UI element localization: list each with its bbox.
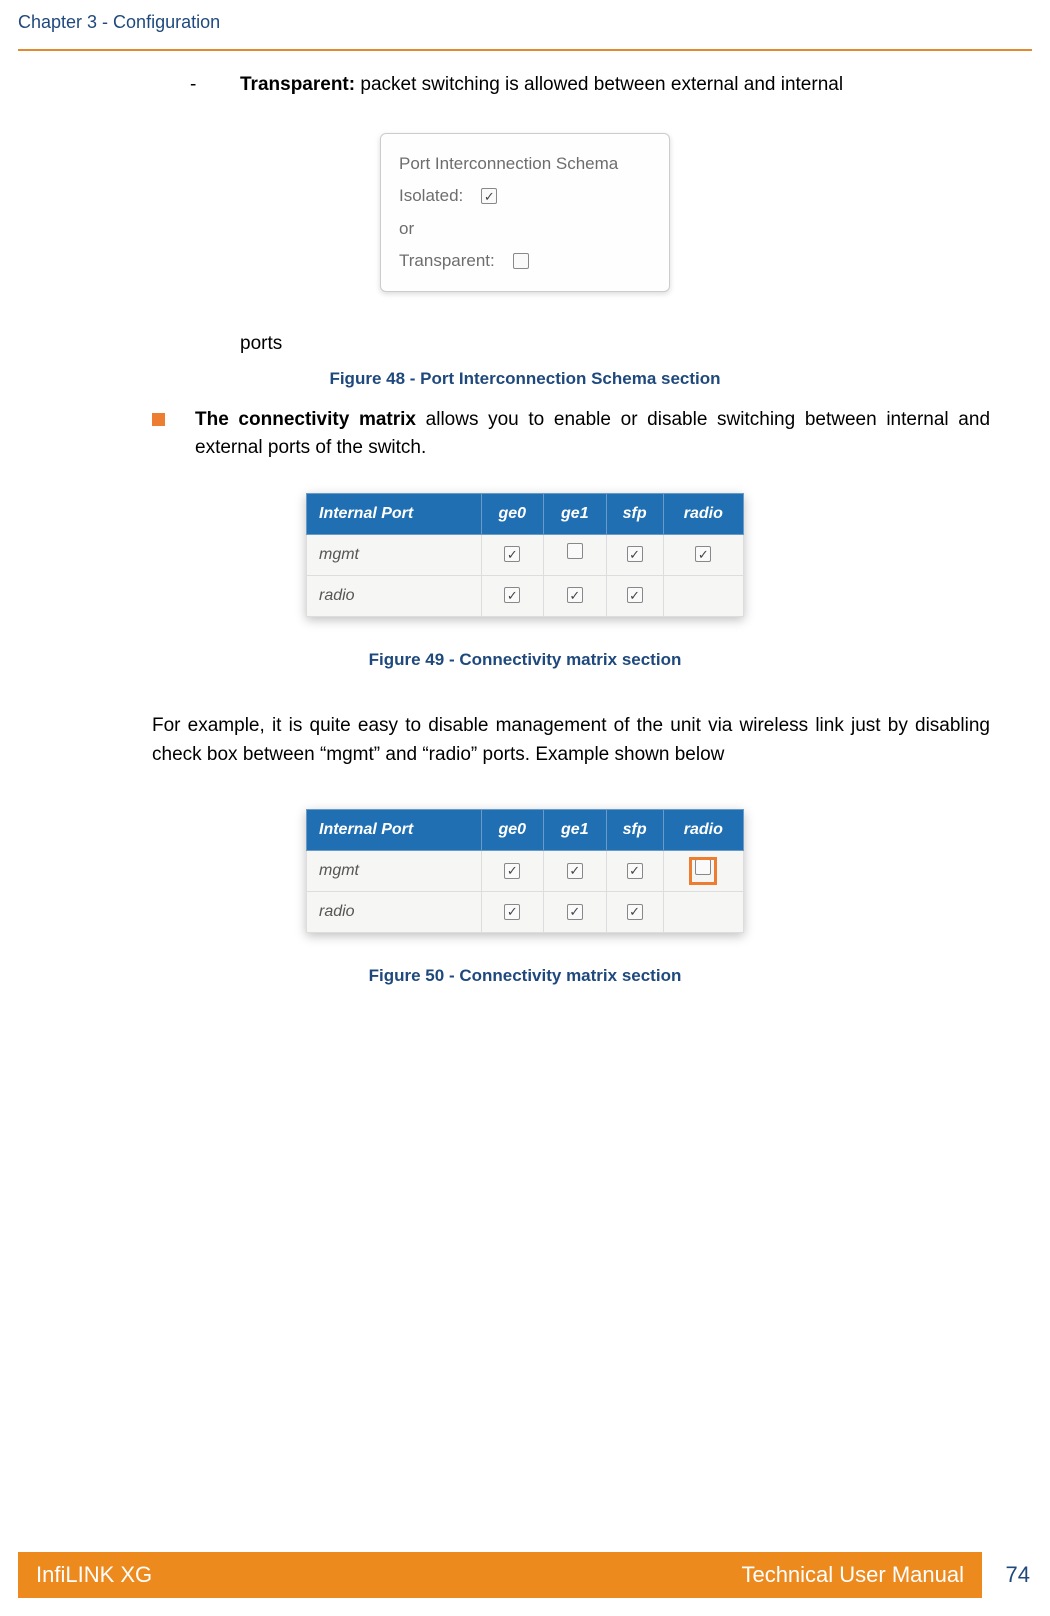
matrix2-table: Internal Port ge0 ge1 sfp radio mgmt ✓ ✓…	[306, 809, 744, 933]
cell: ✓	[481, 534, 544, 575]
table-header-row: Internal Port ge0 ge1 sfp radio	[307, 493, 744, 534]
fig48-title: Port Interconnection Schema	[399, 148, 651, 180]
cell	[663, 892, 743, 933]
cell: ✓	[606, 892, 663, 933]
matrix-checkbox[interactable]	[567, 543, 583, 559]
col-header: ge0	[481, 810, 544, 851]
page-header: Chapter 3 - Configuration	[0, 0, 1050, 41]
matrix-checkbox[interactable]: ✓	[504, 546, 520, 562]
cell: ✓	[544, 575, 607, 616]
connectivity-text: The connectivity matrix allows you to en…	[195, 406, 990, 463]
footer-bar: InfiLINK XG Technical User Manual	[18, 1552, 982, 1598]
fig50-caption: Figure 50 - Connectivity matrix section	[60, 963, 990, 989]
chapter-title: Chapter 3 - Configuration	[18, 12, 1032, 33]
matrix-checkbox[interactable]: ✓	[567, 863, 583, 879]
table-header-row: Internal Port ge0 ge1 sfp radio	[307, 810, 744, 851]
matrix-checkbox[interactable]: ✓	[627, 863, 643, 879]
matrix-checkbox[interactable]: ✓	[504, 904, 520, 920]
col-header: radio	[663, 493, 743, 534]
col-header: ge1	[544, 810, 607, 851]
cell: ✓	[606, 534, 663, 575]
cell-highlighted	[663, 851, 743, 892]
fig48-isolated-row: Isolated: ✓	[399, 180, 651, 212]
cell: ✓	[606, 575, 663, 616]
cell: ✓	[606, 851, 663, 892]
cell: ✓	[544, 892, 607, 933]
table-row: mgmt ✓ ✓ ✓	[307, 534, 744, 575]
matrix-checkbox[interactable]: ✓	[504, 587, 520, 603]
table-row: mgmt ✓ ✓ ✓	[307, 851, 744, 892]
matrix-checkbox[interactable]: ✓	[627, 904, 643, 920]
transparent-bold: Transparent:	[240, 74, 355, 95]
col-header: sfp	[606, 810, 663, 851]
orange-bullet-icon	[152, 413, 165, 426]
cell: ✓	[481, 575, 544, 616]
fig48-panel: Port Interconnection Schema Isolated: ✓ …	[380, 133, 670, 292]
matrix-checkbox[interactable]: ✓	[567, 587, 583, 603]
cell	[544, 534, 607, 575]
row-label: radio	[307, 892, 482, 933]
cell: ✓	[663, 534, 743, 575]
cell: ✓	[481, 892, 544, 933]
page-number: 74	[982, 1552, 1032, 1598]
dash-bullet: -	[190, 71, 200, 358]
matrix-checkbox[interactable]: ✓	[695, 546, 711, 562]
matrix-checkbox[interactable]: ✓	[567, 904, 583, 920]
connectivity-bold: The connectivity matrix	[195, 409, 416, 430]
col-header: ge1	[544, 493, 607, 534]
page-content: - Transparent: packet switching is allow…	[0, 51, 1050, 989]
example-paragraph: For example, it is quite easy to disable…	[152, 712, 990, 769]
footer-left: InfiLINK XG	[36, 1562, 152, 1588]
fig48-or: or	[399, 213, 651, 245]
fig48-transparent-row: Transparent:	[399, 245, 651, 277]
transparent-label: Transparent:	[399, 245, 495, 277]
table-row: radio ✓ ✓ ✓	[307, 892, 744, 933]
footer-right: Technical User Manual	[741, 1562, 964, 1588]
page-footer: InfiLINK XG Technical User Manual 74	[18, 1552, 1032, 1598]
table-row: radio ✓ ✓ ✓	[307, 575, 744, 616]
col-header: Internal Port	[307, 810, 482, 851]
row-label: mgmt	[307, 851, 482, 892]
row-label: radio	[307, 575, 482, 616]
matrix-checkbox[interactable]: ✓	[627, 546, 643, 562]
fig49-caption: Figure 49 - Connectivity matrix section	[60, 647, 990, 673]
isolated-checkbox[interactable]: ✓	[481, 188, 497, 204]
transparent-ports: ports	[240, 330, 990, 359]
cell: ✓	[544, 851, 607, 892]
isolated-label: Isolated:	[399, 180, 463, 212]
cell: ✓	[481, 851, 544, 892]
col-header: radio	[663, 810, 743, 851]
matrix-checkbox[interactable]	[695, 859, 711, 875]
matrix-checkbox[interactable]: ✓	[504, 863, 520, 879]
transparent-checkbox[interactable]	[513, 253, 529, 269]
cell	[663, 575, 743, 616]
row-label: mgmt	[307, 534, 482, 575]
fig48-caption: Figure 48 - Port Interconnection Schema …	[60, 366, 990, 392]
col-header: sfp	[606, 493, 663, 534]
connectivity-item: The connectivity matrix allows you to en…	[152, 406, 990, 463]
matrix1-table: Internal Port ge0 ge1 sfp radio mgmt ✓ ✓…	[306, 493, 744, 617]
col-header: ge0	[481, 493, 544, 534]
matrix-checkbox[interactable]: ✓	[627, 587, 643, 603]
col-header: Internal Port	[307, 493, 482, 534]
transparent-rest: packet switching is allowed between exte…	[355, 74, 843, 95]
